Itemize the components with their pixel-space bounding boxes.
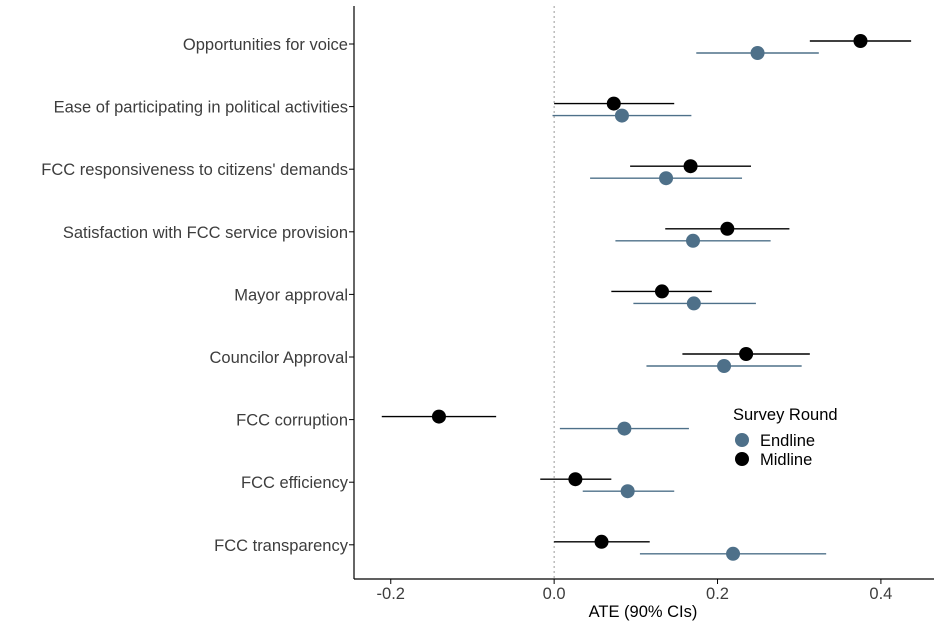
category-label: Ease of participating in political activ… bbox=[54, 99, 348, 117]
endline-point bbox=[614, 108, 629, 123]
category-label: Councilor Approval bbox=[210, 349, 349, 367]
x-tick-label: 0.2 bbox=[706, 585, 729, 603]
plot-area: -0.2 0.0 0.2 0.4 Opportunities for voice Ease… bbox=[41, 6, 934, 603]
midline-point bbox=[739, 347, 754, 361]
endline-point bbox=[617, 421, 632, 436]
legend-marker-midline bbox=[735, 452, 749, 466]
category-label: Satisfaction with FCC service provision bbox=[63, 224, 348, 242]
midline-point bbox=[606, 96, 621, 111]
midline-point bbox=[683, 159, 698, 174]
endline-point bbox=[726, 546, 741, 561]
midline-point bbox=[720, 221, 735, 236]
x-tick-label: 0.0 bbox=[543, 585, 566, 603]
category-label: FCC responsiveness to citizens' demands bbox=[41, 161, 348, 179]
midline-point bbox=[654, 284, 669, 299]
legend: Survey Round Endline Midline bbox=[733, 406, 838, 469]
midline-point bbox=[431, 409, 446, 424]
x-tick-label: -0.2 bbox=[377, 585, 405, 603]
endline-point bbox=[686, 233, 701, 248]
endline-point bbox=[620, 484, 635, 499]
endline-point bbox=[717, 359, 732, 373]
legend-label-endline: Endline bbox=[760, 432, 815, 450]
category-label: FCC efficiency bbox=[241, 474, 349, 492]
endline-point bbox=[659, 171, 674, 186]
x-tick-label: 0.4 bbox=[869, 585, 892, 603]
midline-point bbox=[594, 534, 609, 549]
x-axis-title: ATE (90% CIs) bbox=[589, 603, 698, 621]
midline-point bbox=[853, 34, 868, 48]
category-label: Opportunities for voice bbox=[183, 36, 348, 54]
category-label: FCC transparency bbox=[214, 537, 349, 555]
legend-title: Survey Round bbox=[733, 406, 838, 424]
endline-point bbox=[686, 296, 701, 311]
category-label: Mayor approval bbox=[234, 286, 348, 304]
endline-point bbox=[750, 46, 765, 60]
category-label: FCC corruption bbox=[236, 412, 348, 430]
legend-marker-endline bbox=[735, 433, 749, 447]
midline-point bbox=[568, 472, 583, 487]
legend-label-midline: Midline bbox=[760, 451, 812, 469]
